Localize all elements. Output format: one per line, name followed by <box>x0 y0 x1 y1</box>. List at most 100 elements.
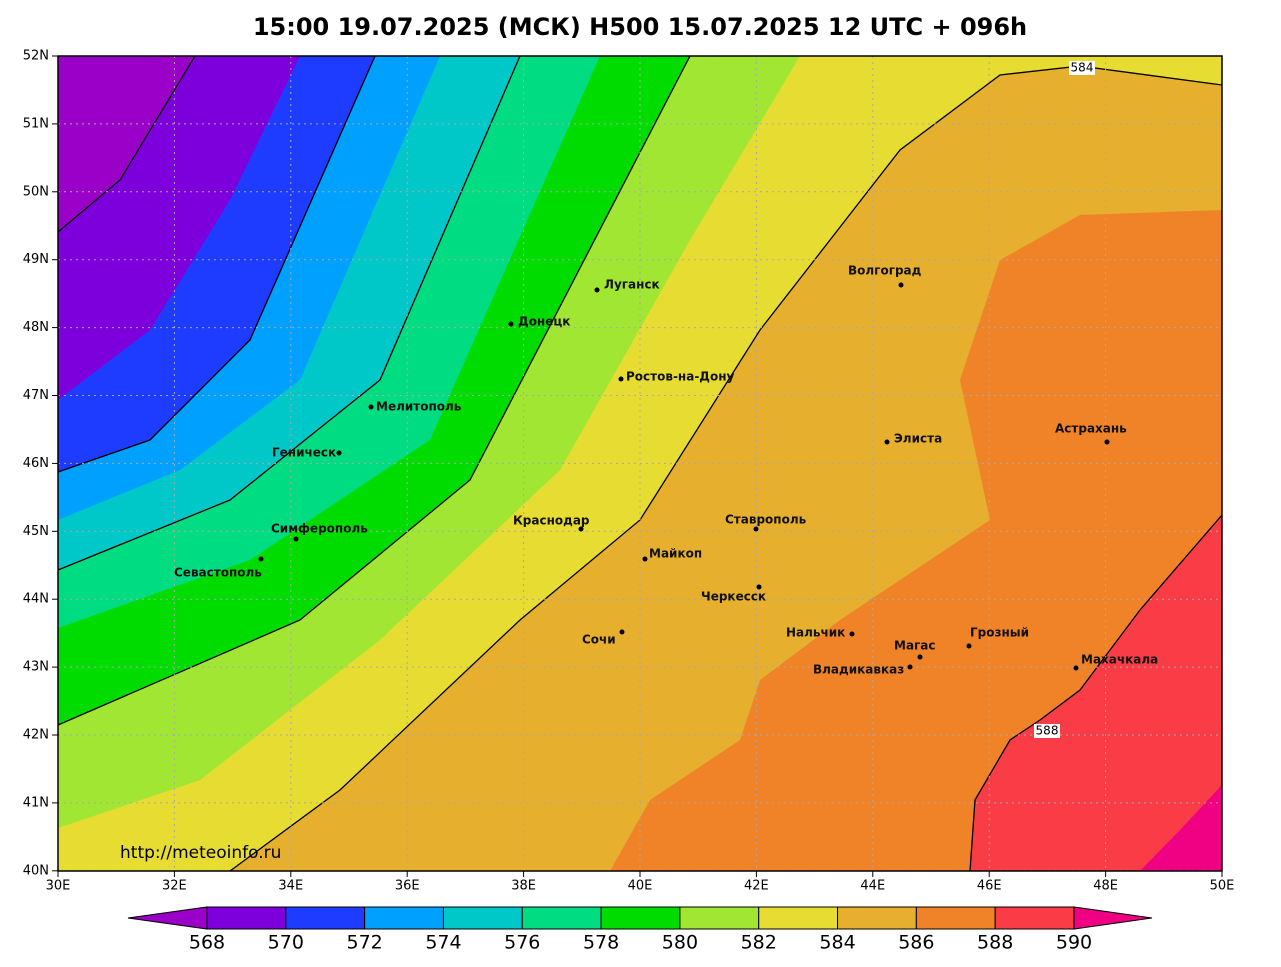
lon-label: 34E <box>278 879 303 894</box>
colorbar-segment <box>994 906 1075 930</box>
city-dot <box>594 287 600 293</box>
lat-label: 50N <box>23 184 49 199</box>
colorbar-segment <box>442 906 523 930</box>
city-dot <box>907 664 913 670</box>
colorbar-label: 590 <box>1056 932 1092 954</box>
city-dot <box>756 584 762 590</box>
colorbar-segment <box>679 906 760 930</box>
city-dot <box>849 631 855 637</box>
lat-label: 43N <box>23 660 49 675</box>
colorbar-segment <box>364 906 444 930</box>
city-dot <box>368 404 374 410</box>
city-label: Геническ <box>272 446 336 460</box>
colorbar-segment <box>837 906 917 930</box>
colorbar-label: 582 <box>741 932 777 954</box>
city-dot <box>884 439 890 445</box>
city-label: Ставрополь <box>725 513 807 527</box>
city-label: Черкесск <box>701 590 766 604</box>
city-label: Ростов-на-Дону <box>626 370 735 384</box>
city-dot <box>917 654 923 660</box>
colorbar-segment <box>285 906 366 930</box>
colorbar-segment <box>521 906 602 930</box>
lon-label: 36E <box>395 879 420 894</box>
city-label: Элиста <box>894 432 942 446</box>
lat-label: 51N <box>23 116 49 131</box>
lat-label: 45N <box>23 524 49 539</box>
lat-label: 44N <box>23 592 49 607</box>
city-dot <box>898 282 904 288</box>
city-dot <box>618 376 624 382</box>
colorbar-label: 580 <box>662 932 698 954</box>
colorbar-label: 576 <box>504 932 540 954</box>
city-dot <box>1073 665 1079 671</box>
lon-label: 30E <box>46 879 71 894</box>
contour-label-bg <box>1069 61 1095 75</box>
map-area <box>58 56 1222 871</box>
city-label: Луганск <box>604 278 660 292</box>
band <box>970 515 1222 871</box>
lat-label: 48N <box>23 320 49 335</box>
city-dot <box>619 629 625 635</box>
contour-line <box>58 56 691 726</box>
city-label: Владикавказ <box>813 663 904 677</box>
city-label: Донецк <box>518 315 570 329</box>
lat-label: 40N <box>23 863 49 878</box>
city-dot <box>753 526 759 532</box>
city-dot <box>336 450 342 456</box>
colorbar-label: 584 <box>819 932 855 954</box>
colorbar-label: 572 <box>347 932 383 954</box>
lon-label: 46E <box>977 879 1002 894</box>
source-url: http://meteoinfo.ru <box>120 843 281 863</box>
city-label: Майкоп <box>649 547 702 561</box>
colorbar-segment <box>915 906 996 930</box>
city-label: Сочи <box>582 633 616 647</box>
city-dot <box>508 321 514 327</box>
city-label: Махачкала <box>1081 653 1158 667</box>
lon-label: 50E <box>1210 879 1235 894</box>
lat-label: 42N <box>23 728 49 743</box>
lat-label: 49N <box>23 252 49 267</box>
city-dot <box>258 556 264 562</box>
city-dot <box>1104 439 1110 445</box>
lon-label: 48E <box>1093 879 1118 894</box>
lon-label: 38E <box>511 879 536 894</box>
city-label: Магас <box>894 639 936 653</box>
city-label: Волгоград <box>848 264 922 278</box>
city-dot <box>578 526 584 532</box>
lat-label: 47N <box>23 388 49 403</box>
contour-line <box>229 65 1222 871</box>
colorbar-label: 586 <box>898 932 934 954</box>
contour-label: 588 <box>1036 724 1059 738</box>
city-label: Краснодар <box>513 514 590 528</box>
city-label: Мелитополь <box>376 400 462 414</box>
overlay: 52N51N50N49N48N47N46N45N44N43N42N41N40N3… <box>23 49 1235 954</box>
city-dot <box>642 556 648 562</box>
title: 15:00 19.07.2025 (МСК) H500 15.07.2025 1… <box>253 13 1027 41</box>
colorbar-label: 578 <box>583 932 619 954</box>
city-label: Нальчик <box>786 626 845 640</box>
lat-label: 41N <box>23 795 49 810</box>
contour-label: 584 <box>1071 61 1094 75</box>
lat-label: 46N <box>23 456 49 471</box>
colorbar-segment <box>206 906 287 930</box>
contour-label-bg <box>1034 724 1060 738</box>
contour-line <box>58 56 196 233</box>
city-dot <box>966 643 972 649</box>
city-label: Астрахань <box>1055 422 1127 436</box>
contour-line <box>58 56 521 571</box>
lon-label: 40E <box>628 879 653 894</box>
lon-label: 42E <box>744 879 769 894</box>
city-label: Севастополь <box>174 566 262 580</box>
lon-label: 32E <box>162 879 187 894</box>
lon-label: 44E <box>860 879 885 894</box>
colorbar-arrow <box>127 906 208 930</box>
colorbar-arrow <box>1073 906 1153 930</box>
lat-label: 52N <box>23 49 49 64</box>
city-label: Симферополь <box>271 522 368 536</box>
colorbar-segment <box>600 906 681 930</box>
colorbar-label: 588 <box>977 932 1013 954</box>
band <box>1140 785 1222 871</box>
colorbar-label: 574 <box>425 932 461 954</box>
colorbar-label: 570 <box>268 932 304 954</box>
